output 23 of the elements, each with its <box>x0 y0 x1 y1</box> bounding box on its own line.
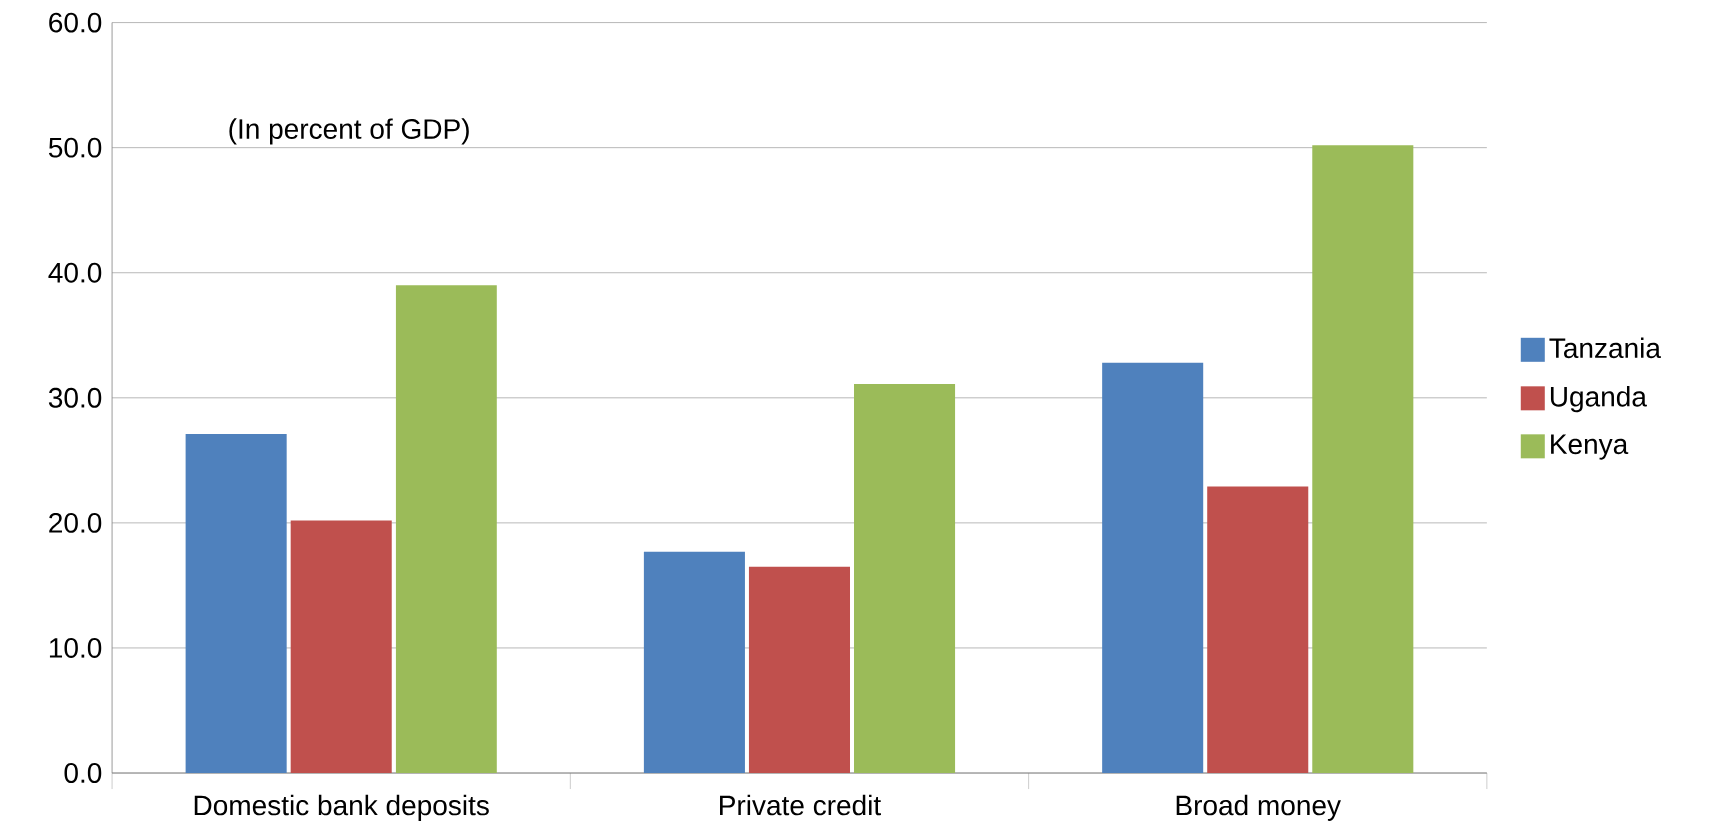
x-tick-label: Private credit <box>720 794 881 816</box>
bar <box>1102 362 1204 773</box>
x-tick-label: Broad money <box>1176 794 1341 821</box>
bar <box>748 566 851 773</box>
y-tick-label: 60.0 <box>49 12 102 33</box>
y-tick-label: 40.0 <box>48 262 102 283</box>
y-tick-label: 30.0 <box>48 387 102 408</box>
y-tick-label: 0.0 <box>64 762 102 783</box>
bar <box>1312 144 1414 773</box>
bar <box>643 551 745 773</box>
legend-label: Tanzania <box>1549 337 1661 358</box>
bar <box>395 285 497 773</box>
legend-label: Kenya <box>1551 434 1629 460</box>
y-tick-label: 10.0 <box>49 637 102 658</box>
bar <box>290 520 392 773</box>
x-tick-label: Domestic bank deposits <box>194 794 489 821</box>
annotation: (In percent of GDP) <box>229 118 469 145</box>
bar <box>185 433 287 773</box>
y-tick-label: 20.0 <box>49 512 102 533</box>
legend-label: Uganda <box>1550 385 1647 412</box>
y-tick-label: 50.0 <box>48 137 102 158</box>
bar <box>1207 486 1309 773</box>
bar <box>854 383 956 773</box>
